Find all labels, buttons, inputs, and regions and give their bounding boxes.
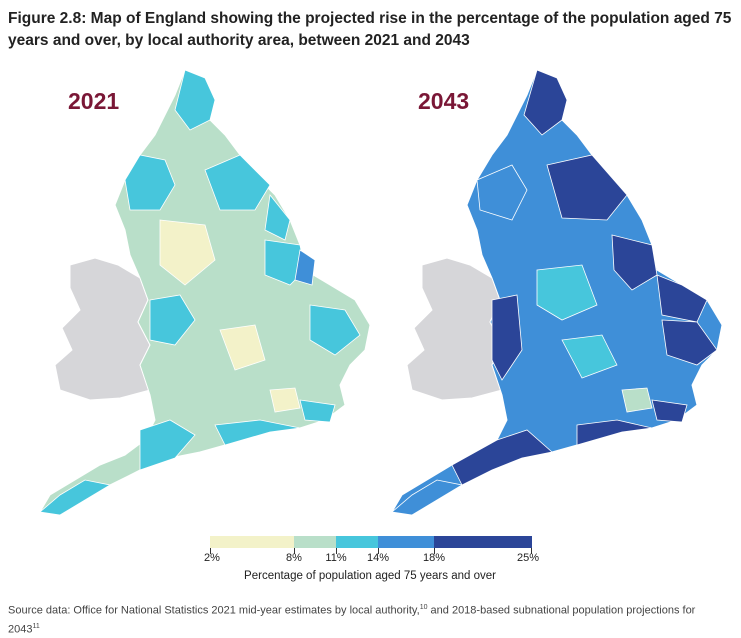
source-ref: 10	[419, 604, 428, 611]
central-area-2043	[561, 334, 618, 379]
cumbria-area-2043	[476, 164, 528, 221]
london-area-2021	[269, 387, 301, 413]
north-yorkshire-area-2043	[546, 154, 628, 221]
legend-swatch-8-11	[294, 536, 336, 548]
legend-tick-label: 25%	[516, 552, 540, 564]
legend-colorbar	[210, 536, 532, 548]
source-note: Source data: Office for National Statist…	[8, 600, 728, 637]
legend-tick-label: 8%	[286, 552, 302, 564]
east-anglia-area-2043	[661, 319, 718, 366]
map-2043	[391, 69, 723, 516]
midlands-area-2043	[536, 264, 598, 321]
norfolk-area-2021	[294, 249, 316, 286]
maps-container: 2021 2043	[0, 60, 741, 530]
legend-swatch-18-25	[434, 536, 532, 548]
source-text: Source data: Office for National Statist…	[8, 604, 420, 617]
legend-tick-label: 14%	[366, 552, 390, 564]
northumberland-area-2043	[523, 69, 568, 136]
south-coast-area-2043	[576, 419, 653, 446]
legend-tick-label: 2%	[204, 552, 220, 564]
welsh-border-area-2043	[491, 294, 523, 381]
northumberland-area-2021	[174, 69, 216, 131]
legend-tick	[434, 548, 435, 554]
legend-tick	[378, 548, 379, 554]
figure-title: Figure 2.8: Map of England showing the p…	[8, 10, 732, 49]
norfolk-area-2043	[656, 274, 708, 323]
legend-tick	[531, 548, 532, 554]
legend-title: Percentage of population aged 75 years a…	[244, 570, 496, 582]
map-2021	[39, 69, 371, 516]
east-anglia-area-2021	[309, 304, 361, 356]
wales-region-2043	[406, 257, 503, 401]
source-text-2: and 2018-based subnational population pr…	[8, 604, 696, 636]
london-area-2043	[621, 387, 653, 413]
map-year-label-2043: 2043	[418, 88, 470, 114]
east-riding-area-2021	[264, 194, 291, 241]
north-cumbria-area-2021	[124, 154, 176, 211]
legend-tick	[336, 548, 337, 554]
legend-swatch-11-14	[336, 536, 378, 548]
legend-tick	[210, 548, 211, 554]
wales-region-2021	[54, 257, 151, 401]
south-coast-area-2021	[214, 419, 301, 446]
lincolnshire-area-2043	[611, 234, 658, 291]
south-west-area-2043	[451, 429, 553, 486]
south-west-area-2021	[139, 419, 196, 471]
legend-tick-label: 11%	[325, 552, 347, 564]
map-year-label-2021: 2021	[68, 88, 120, 114]
legend-swatch-2-8	[210, 536, 294, 548]
legend: 2% 8% 11% 14% 18% 25% Percentage of popu…	[200, 530, 540, 590]
pennine-central-area-2021	[159, 219, 216, 286]
source-ref: 11	[32, 622, 40, 630]
kent-area-2043	[651, 399, 688, 423]
cornwall-area-2043	[391, 479, 464, 516]
kent-area-2021	[299, 399, 336, 423]
cornwall-area-2021	[39, 479, 112, 516]
west-midlands-area-2021	[149, 294, 196, 346]
legend-swatch-14-18	[378, 536, 434, 548]
north-yorkshire-area-2021	[204, 154, 271, 211]
midlands-central-area-2021	[219, 324, 266, 371]
legend-tick	[294, 548, 295, 554]
legend-tick-label: 18%	[422, 552, 446, 564]
